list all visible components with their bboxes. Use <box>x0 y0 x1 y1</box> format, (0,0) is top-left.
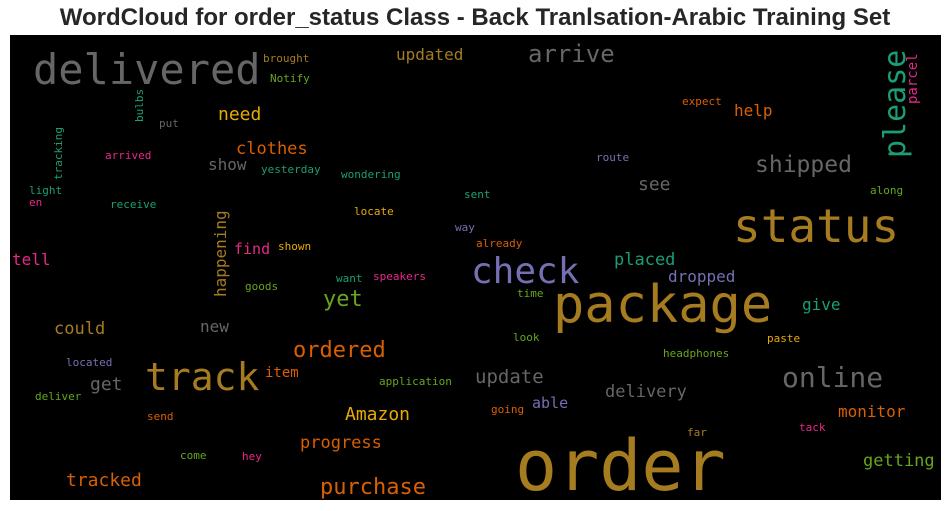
word-purchase: purchase <box>320 475 426 500</box>
word-progress: progress <box>300 433 382 453</box>
word-clothes: clothes <box>236 139 308 159</box>
word-find: find <box>234 240 270 258</box>
word-hey: hey <box>242 450 262 463</box>
word-tracked: tracked <box>66 470 142 491</box>
word-need: need <box>218 104 261 125</box>
word-ordered: ordered <box>293 338 386 363</box>
word-package: package <box>553 275 772 335</box>
word-see: see <box>638 174 671 195</box>
word-delivery: delivery <box>605 382 687 402</box>
word-track: track <box>145 355 260 399</box>
word-give: give <box>802 295 841 314</box>
word-monitor: monitor <box>838 402 906 421</box>
word-route: route <box>596 151 629 164</box>
word-goods: goods <box>245 280 278 293</box>
word-getting: getting <box>863 451 935 471</box>
word-shipped: shipped <box>755 152 852 178</box>
word-along: along <box>870 184 903 197</box>
word-en: en <box>29 196 42 209</box>
word-happening: happening <box>211 210 230 297</box>
word-help: help <box>734 101 773 120</box>
word-brought: brought <box>263 52 309 65</box>
word-located: located <box>66 356 112 369</box>
cloud-background <box>10 35 941 500</box>
chart-title: WordCloud for order_status Class - Back … <box>59 4 891 31</box>
word-expect: expect <box>682 95 722 108</box>
word-new: new <box>200 317 229 336</box>
word-arrived: arrived <box>105 149 151 162</box>
word-update: update <box>475 366 544 388</box>
word-locate: locate <box>354 205 394 218</box>
word-deliver: deliver <box>35 390 82 403</box>
word-application: application <box>379 375 452 388</box>
word-please: please <box>878 50 913 158</box>
word-delivered: delivered <box>33 45 261 94</box>
word-time: time <box>517 287 544 300</box>
word-put: put <box>159 117 179 130</box>
word-yesterday: yesterday <box>261 163 321 176</box>
word-send: send <box>147 410 174 423</box>
word-parcel: parcel <box>905 53 921 104</box>
word-speakers: speakers <box>373 270 426 283</box>
word-look: look <box>513 331 540 344</box>
word-group: order package status delivered track check ple… <box>12 40 935 507</box>
word-online: online <box>782 361 883 394</box>
word-sent: sent <box>464 188 491 201</box>
word-able: able <box>532 394 568 412</box>
word-show: show <box>208 155 247 174</box>
word-status: status <box>733 199 899 253</box>
word-light: light <box>29 184 62 197</box>
word-placed: placed <box>614 250 675 270</box>
word-order: order <box>515 425 726 507</box>
word-arrive: arrive <box>528 40 615 68</box>
word-going: going <box>491 403 524 416</box>
word-yet: yet <box>323 287 363 312</box>
word-tracking: tracking <box>52 127 65 180</box>
word-bulbs: bulbs <box>133 89 146 122</box>
word-notify: Notify <box>270 72 310 85</box>
word-updated: updated <box>396 45 463 64</box>
word-could: could <box>54 319 105 339</box>
word-already: already <box>476 237 523 250</box>
word-paste: paste <box>767 332 800 345</box>
word-way: way <box>455 221 475 234</box>
word-tack: tack <box>799 421 826 434</box>
word-headphones: headphones <box>663 347 729 360</box>
word-receive: receive <box>110 198 156 211</box>
word-check: check <box>471 251 580 292</box>
word-dropped: dropped <box>668 267 735 286</box>
word-want: want <box>336 272 363 285</box>
word-get: get <box>90 374 123 395</box>
word-item: item <box>265 365 299 381</box>
word-far: far <box>687 426 707 439</box>
word-amazon: Amazon <box>345 404 410 425</box>
word-shown: shown <box>278 240 311 253</box>
word-wondering: wondering <box>341 168 401 181</box>
word-come: come <box>180 449 207 462</box>
word-tell: tell <box>12 250 51 269</box>
